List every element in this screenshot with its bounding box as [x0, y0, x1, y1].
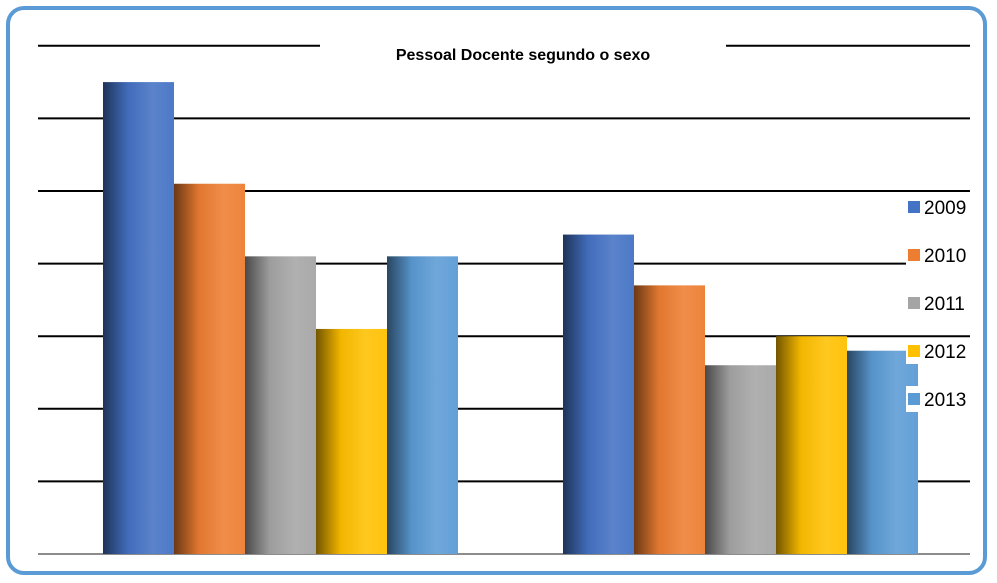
chart-title: Pessoal Docente segundo o sexo — [396, 47, 651, 64]
bar-2011-group-1 — [245, 256, 316, 554]
bar-2010-group-2 — [634, 285, 705, 554]
bar-2012-group-1 — [316, 328, 387, 554]
bar-2013-group-1 — [387, 256, 458, 554]
legend: 2009 2010 2011 2012 2013 — [906, 194, 970, 412]
legend-label-2011: 2011 — [924, 294, 965, 315]
bar-2013-group-2 — [847, 350, 918, 554]
legend-label-2012: 2012 — [924, 342, 966, 363]
legend-label-2009: 2009 — [924, 198, 966, 219]
legend-label-2013: 2013 — [924, 390, 966, 411]
chart-title-group: Pessoal Docente segundo o sexo — [320, 36, 726, 68]
legend-label-2010: 2010 — [924, 246, 966, 267]
bar-2010-group-1 — [174, 183, 245, 555]
bar-2009-group-1 — [103, 82, 174, 554]
chart-title-background — [320, 36, 726, 68]
legend-swatch-2013 — [908, 393, 920, 405]
legend-swatch-2012 — [908, 345, 920, 357]
legend-swatch-2011 — [908, 297, 920, 309]
bar-2011-group-2 — [705, 365, 776, 554]
legend-swatch-2009 — [908, 201, 920, 213]
legend-swatch-2010 — [908, 249, 920, 261]
bar-2012-group-2 — [776, 336, 847, 554]
bars — [103, 82, 918, 555]
bar-2009-group-2 — [563, 234, 634, 554]
